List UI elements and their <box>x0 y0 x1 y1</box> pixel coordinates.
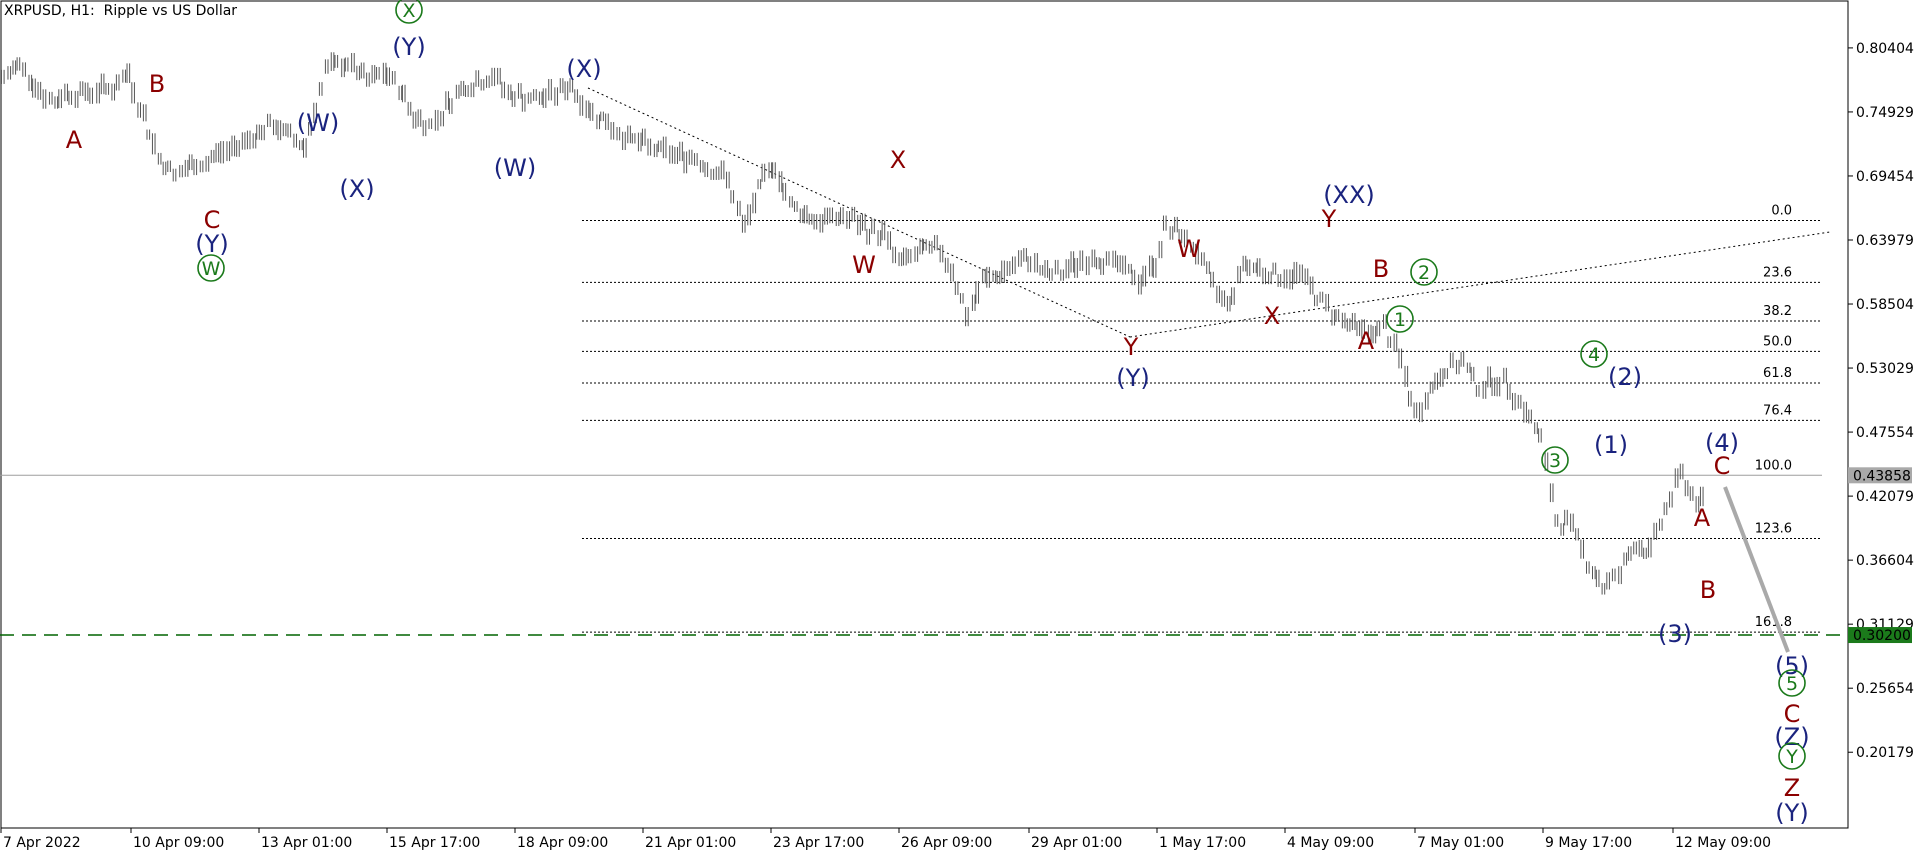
wave-label: A <box>1694 504 1711 532</box>
y-tick-label: 0.47554 <box>1856 425 1914 441</box>
wave-label: (Z) <box>1774 723 1809 751</box>
current-price-badge <box>1848 467 1912 484</box>
wave-label: (Y) <box>1116 364 1149 392</box>
chart-title: XRPUSD, H1: Ripple vs US Dollar <box>4 3 238 19</box>
wave-label: Y <box>1123 333 1139 361</box>
wave-label: W <box>1177 235 1201 263</box>
x-tick-label: 23 Apr 17:00 <box>773 835 864 851</box>
x-tick-label: 29 Apr 01:00 <box>1031 835 1122 851</box>
wave-label: 5 <box>1786 673 1798 695</box>
wave-label-circle <box>197 254 225 282</box>
wave-label: W <box>202 258 221 280</box>
wave-label: C <box>204 206 221 234</box>
wave-label: (2) <box>1608 363 1642 391</box>
projection-wave-5 <box>1723 486 1790 653</box>
wave-label: (4) <box>1705 429 1739 457</box>
x-tick-label: 4 May 09:00 <box>1287 835 1374 851</box>
x-tick-label: 1 May 17:00 <box>1159 835 1246 851</box>
y-tick-label: 0.80404 <box>1856 41 1914 57</box>
wave-label: Y <box>1321 205 1337 233</box>
wave-labels: ABC(Y)W(W)(X)X(Y)(W)(X)XWY(Y)WX(XX)YBA21… <box>66 0 1810 827</box>
x-tick-label: 7 May 01:00 <box>1417 835 1504 851</box>
wave-label-circle <box>1778 669 1806 697</box>
wave-label-circle <box>1386 305 1414 333</box>
y-tick-label: 0.53029 <box>1856 361 1914 377</box>
x-tick-label: 21 Apr 01:00 <box>645 835 736 851</box>
y-tick-label: 0.58504 <box>1856 297 1914 313</box>
wave-label: (3) <box>1658 620 1692 648</box>
wave-label: Z <box>1784 774 1800 802</box>
projection-line <box>1723 486 1790 653</box>
wave-label: (Y) <box>195 230 228 258</box>
x-tick-label: 10 Apr 09:00 <box>133 835 224 851</box>
y-tick-label: 0.42079 <box>1856 489 1914 505</box>
y-tick-label: 0.36604 <box>1856 553 1914 569</box>
y-tick-label: 0.25654 <box>1856 681 1914 697</box>
wave-label: C <box>1714 452 1731 480</box>
fib-level-label: 76.4 <box>1763 403 1792 418</box>
plot-frame <box>0 0 1849 829</box>
fib-level-label: 123.6 <box>1755 522 1792 537</box>
wave-label: B <box>1700 576 1716 604</box>
wave-label-circle <box>395 0 423 24</box>
current-price-value: 0.43858 <box>1853 468 1911 484</box>
wave-label: X <box>1264 302 1280 330</box>
y-axis: 0.80404 0.74929 0.69454 0.63979 0.58504 0.530… <box>1848 41 1914 761</box>
fib-level-label: 23.6 <box>1763 265 1792 280</box>
wave-label: (X) <box>339 175 374 203</box>
x-tick-label: 13 Apr 01:00 <box>261 835 352 851</box>
x-axis: 7 Apr 2022 10 Apr 09:00 13 Apr 01:00 15 Apr… <box>0 828 1771 851</box>
wave-label: (XX) <box>1323 181 1375 209</box>
wave-label-circle <box>1580 340 1608 368</box>
y-tick-label: 0.69454 <box>1856 169 1914 185</box>
downtrend-line <box>587 87 1131 338</box>
wave-label: (W) <box>297 109 339 137</box>
trend-lines <box>587 87 1831 338</box>
wave-label: B <box>1373 255 1389 283</box>
x-tick-label: 9 May 17:00 <box>1545 835 1632 851</box>
y-tick-label: 0.74929 <box>1856 105 1914 121</box>
x-tick-label: 18 Apr 09:00 <box>517 835 608 851</box>
wave-label: (1) <box>1594 431 1628 459</box>
wave-label: X <box>890 146 906 174</box>
x-tick-label: 26 Apr 09:00 <box>901 835 992 851</box>
wave-label: B <box>149 70 165 98</box>
fib-level-label: 161.8 <box>1755 615 1792 630</box>
price-series <box>0 52 1704 595</box>
wave-label: (W) <box>494 154 536 182</box>
x-tick-label: 15 Apr 17:00 <box>389 835 480 851</box>
wave-label: 3 <box>1549 450 1561 472</box>
wave-label-circle <box>1541 446 1569 474</box>
fib-levels: 0.0 23.6 38.2 50.0 61.8 76.4 100.0 123.6 161.8 <box>0 203 1848 636</box>
wave-label: X <box>402 0 415 22</box>
wave-label: W <box>852 251 876 279</box>
x-tick-label: 7 Apr 2022 <box>3 835 81 851</box>
wave-label-circle <box>1410 258 1438 286</box>
wave-label: (X) <box>566 55 601 83</box>
wave-label-circle <box>1778 742 1806 770</box>
wave-label: Y <box>1785 746 1798 768</box>
y-tick-label: 0.20179 <box>1856 745 1914 761</box>
wave-label: 1 <box>1394 309 1406 331</box>
wave-label: 2 <box>1418 262 1430 284</box>
target-price-value: 0.30200 <box>1853 628 1911 644</box>
y-tick-label: 0.63979 <box>1856 233 1914 249</box>
fib-level-label: 100.0 <box>1755 458 1792 473</box>
fib-level-label: 50.0 <box>1763 334 1792 349</box>
wave-label: (Y) <box>392 33 425 61</box>
wave-label: A <box>1358 327 1375 355</box>
x-tick-label: 12 May 09:00 <box>1675 835 1771 851</box>
target-price-badge <box>1848 627 1912 644</box>
fib-level-label: 38.2 <box>1763 304 1792 319</box>
price-badges: 0.43858 0.30200 <box>1848 467 1912 644</box>
wave-label: C <box>1784 700 1801 728</box>
fib-level-label: 61.8 <box>1763 366 1792 381</box>
fib-level-label: 0.0 <box>1771 203 1792 218</box>
wave-label: 4 <box>1588 344 1600 366</box>
wave-label: A <box>66 126 83 154</box>
wave-label: (Y) <box>1775 799 1808 827</box>
